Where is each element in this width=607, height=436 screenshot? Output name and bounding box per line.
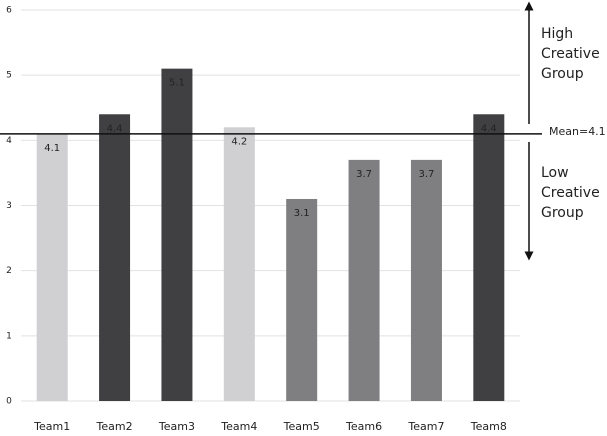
y-tick-label: 4 bbox=[6, 136, 12, 146]
y-tick-label: 1 bbox=[6, 331, 12, 341]
x-tick-label: Team8 bbox=[470, 420, 507, 433]
bar bbox=[473, 114, 505, 402]
x-tick-label: Team7 bbox=[407, 420, 444, 433]
bar bbox=[410, 159, 442, 401]
y-tick-label: 0 bbox=[6, 397, 12, 407]
y-tick-label: 2 bbox=[6, 266, 12, 276]
x-tick-label: Team6 bbox=[345, 420, 382, 433]
y-tick-label: 6 bbox=[6, 6, 12, 16]
data-label: 3.7 bbox=[418, 169, 434, 180]
annotation: High bbox=[541, 26, 573, 42]
data-label: 3.7 bbox=[356, 169, 372, 180]
data-label: 4.4 bbox=[107, 123, 123, 134]
bar bbox=[286, 198, 318, 401]
mean-label: Mean=4.1 bbox=[549, 125, 606, 138]
x-tick-label: Team3 bbox=[158, 420, 195, 433]
x-tick-label: Team2 bbox=[96, 420, 133, 433]
x-tick-label: Team4 bbox=[220, 420, 257, 433]
y-tick-label: 3 bbox=[6, 201, 12, 211]
bar bbox=[36, 133, 68, 402]
annotation: Low bbox=[541, 165, 569, 181]
data-label: 4.1 bbox=[44, 143, 60, 154]
annotation: Creative bbox=[541, 185, 600, 201]
data-label: 5.1 bbox=[169, 78, 185, 89]
y-tick-label: 5 bbox=[6, 71, 12, 81]
annotation: Creative bbox=[541, 46, 600, 62]
annotation: Group bbox=[541, 66, 584, 82]
annotation: Group bbox=[541, 205, 584, 221]
data-label: 4.2 bbox=[231, 136, 247, 147]
bar bbox=[348, 159, 380, 401]
data-label: 4.4 bbox=[481, 123, 497, 134]
x-tick-label: Team1 bbox=[33, 420, 70, 433]
data-label: 3.1 bbox=[294, 208, 310, 219]
bar bbox=[223, 127, 255, 402]
bar bbox=[161, 68, 193, 402]
x-tick-label: Team5 bbox=[283, 420, 320, 433]
bar bbox=[99, 114, 131, 402]
